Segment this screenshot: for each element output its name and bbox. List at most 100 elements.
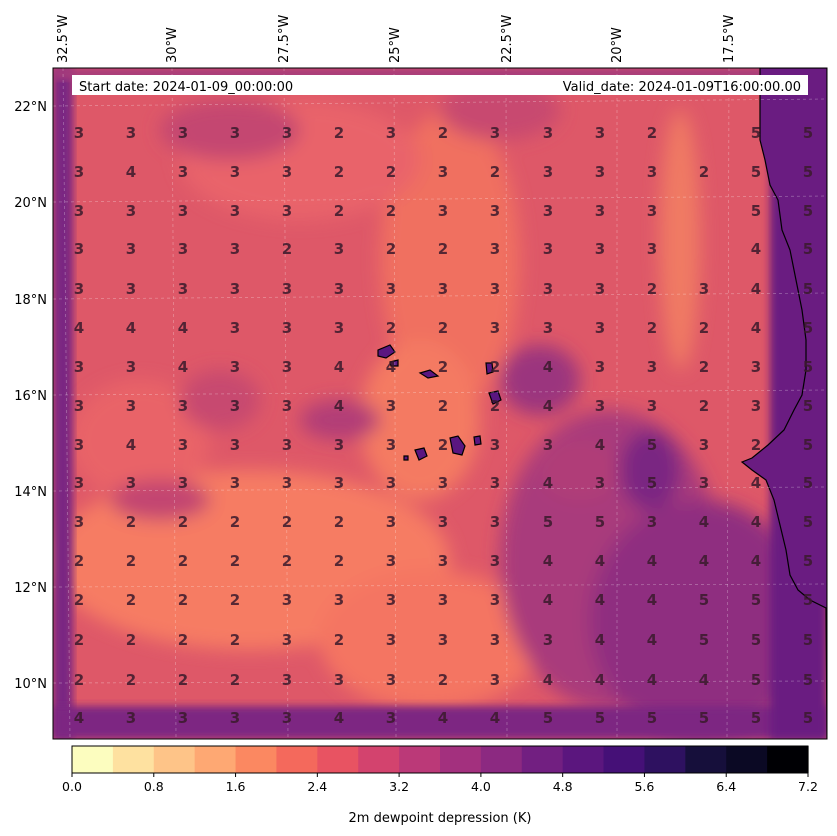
grid-value: 5 [803,319,813,337]
grid-value: 3 [230,436,240,454]
colorbar-segment [767,746,809,773]
gridlines [53,68,827,739]
grid-value: 4 [751,513,761,531]
grid-value: 5 [699,591,709,609]
dewpoint-field: 3 3 3 3 3 2 3 2 3 3 3 2 5 5 3 4 3 3 3 2 2 3 2 3 3 3 2 5 5 3 3 3 3 3 2 2 3 3 3 3… [53,68,827,739]
grid-value: 2 [386,240,396,258]
grid-value: 2 [230,591,240,609]
grid-value: 5 [751,202,761,220]
grid-value: 3 [490,631,500,649]
grid-value: 2 [386,202,396,220]
colorbar-segment [112,746,155,773]
grid-value: 4 [543,671,553,689]
grid-value: 5 [803,631,813,649]
grid-value: 3 [699,474,709,492]
grid-value: 2 [230,631,240,649]
grid-value: 2 [126,591,136,609]
grid-value: 4 [543,397,553,415]
grid-value: 3 [647,358,657,376]
grid-value: 5 [803,202,813,220]
grid-value: 3 [386,709,396,727]
grid-value: 3 [126,397,136,415]
grid-value: 2 [178,591,188,609]
grid-value: 2 [438,240,448,258]
grid-value: 4 [647,671,657,689]
grid-value: 3 [386,474,396,492]
colorbar-segment [153,746,196,773]
lat-label: 16°N [14,389,47,404]
grid-value: 3 [334,319,344,337]
grid-value: 3 [647,163,657,181]
grid-value: 3 [595,163,605,181]
grid-value: 4 [178,319,188,337]
grid-value: 3 [126,358,136,376]
grid-value: 3 [490,671,500,689]
grid-value: 2 [178,513,188,531]
grid-value: 4 [543,358,553,376]
grid-value: 3 [438,552,448,570]
lat-label: 12°N [14,581,47,596]
grid-value: 3 [386,513,396,531]
grid-value: 3 [230,397,240,415]
grid-value: 4 [126,436,136,454]
lat-label: 14°N [14,485,47,500]
grid-value: 3 [74,280,84,298]
colorbar-segment [276,746,318,773]
grid-value: 3 [282,397,292,415]
grid-value: 3 [595,474,605,492]
grid-value: 3 [595,397,605,415]
grid-value: 5 [803,591,813,609]
grid-value: 2 [126,513,136,531]
grid-value: 5 [647,709,657,727]
grid-value: 3 [334,591,344,609]
grid-value-labels: 3 3 3 3 3 2 3 2 3 3 3 2 5 5 3 4 3 3 3 2 2 3 2 3 3 3 2 5 5 3 3 3 3 3 2 2 3 3 3 3… [74,124,813,727]
grid-value: 4 [543,474,553,492]
grid-value: 3 [230,280,240,298]
grid-value: 5 [803,358,813,376]
grid-value: 5 [803,397,813,415]
grid-value: 2 [699,319,709,337]
grid-value: 4 [699,552,709,570]
lat-label: 18°N [14,293,47,308]
grid-value: 2 [74,591,84,609]
colorbar-tick-label: 3.2 [389,779,409,794]
grid-value: 3 [386,552,396,570]
grid-value: 2 [74,671,84,689]
grid-value: 3 [126,474,136,492]
grid-value: 5 [803,436,813,454]
grid-value: 2 [334,163,344,181]
grid-value: 3 [282,280,292,298]
grid-value: 3 [543,319,553,337]
grid-value: 3 [595,202,605,220]
grid-value: 3 [126,280,136,298]
grid-value: 5 [595,513,605,531]
grid-value: 2 [74,631,84,649]
lon-label: 25°W [388,27,403,63]
grid-value: 4 [647,552,657,570]
grid-value: 4 [490,709,500,727]
colorbar-segment [644,746,686,773]
grid-value: 3 [230,240,240,258]
grid-value: 5 [751,709,761,727]
grid-value: 5 [699,631,709,649]
grid-value: 3 [282,631,292,649]
grid-value: 2 [438,319,448,337]
grid-value: 3 [386,436,396,454]
colorbar-tick-label: 4.8 [553,779,573,794]
grid-value: 3 [126,240,136,258]
colorbar-segment [399,746,441,773]
grid-value: 5 [803,671,813,689]
grid-value: 3 [438,202,448,220]
grid-value: 2 [699,397,709,415]
grid-value: 2 [699,358,709,376]
grid-value: 4 [334,709,344,727]
grid-value: 3 [178,709,188,727]
grid-value: 3 [282,202,292,220]
grid-value: 3 [126,124,136,142]
grid-value: 3 [74,358,84,376]
grid-value: 2 [438,358,448,376]
grid-value: 4 [751,280,761,298]
colorbar-segment [603,746,646,773]
grid-value: 2 [386,163,396,181]
grid-value: 2 [438,397,448,415]
